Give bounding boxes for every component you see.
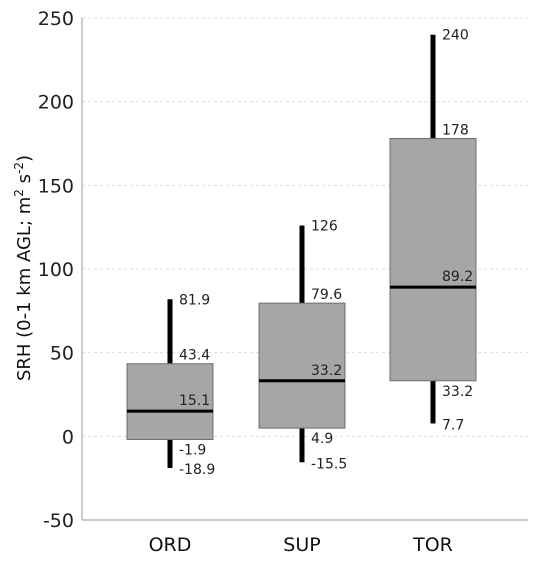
q3-value-label: 178 [442,122,469,138]
box-iqr [258,302,346,429]
y-axis-title: SRH (0-1 km AGL; m2 s-2) [12,155,35,381]
q1-value-label: 4.9 [311,431,333,447]
axis-layer: -50 0 50 100 150 200 250 ORD SUP TOR [38,8,528,556]
max-value-label: 81.9 [179,292,210,308]
y-axis-title-sup: -2 [12,162,26,174]
y-tick-label: 200 [38,92,74,114]
y-tick-label: 250 [38,8,74,30]
x-category-label: TOR [412,534,453,556]
x-category-label: ORD [149,534,192,556]
q1-value-label: 33.2 [442,384,473,400]
y-tick-label: 50 [50,343,74,365]
box-iqr [389,137,477,382]
q3-value-label: 79.6 [311,287,342,303]
y-tick-label: 0 [62,426,74,448]
max-value-label: 240 [442,28,469,44]
y-axis-title-part: ) [14,155,35,162]
q3-value-label: 43.4 [179,348,210,364]
min-value-label: -15.5 [311,456,347,472]
x-category-label: SUP [283,534,320,556]
q1-value-label: -1.9 [179,443,206,459]
y-axis-title-sup: 2 [12,189,26,197]
y-axis-title-part: s [14,174,35,189]
min-value-label: 7.7 [442,417,464,433]
y-tick-label: -50 [43,510,74,532]
label-layer: 81.9 43.4 15.1 -1.9 -18.9 126 79.6 33.2 4.9 -15.5… [179,28,473,478]
median-value-label: 15.1 [179,393,210,409]
box-iqr [126,363,214,441]
y-tick-label: 150 [38,175,74,197]
min-value-label: -18.9 [179,462,215,478]
y-axis-title-part: SRH (0-1 km AGL; m [14,197,35,381]
max-value-label: 126 [311,218,338,234]
y-tick-label: 100 [38,259,74,281]
median-value-label: 33.2 [311,363,342,379]
median-value-label: 89.2 [442,269,473,285]
box-layer [126,34,477,468]
